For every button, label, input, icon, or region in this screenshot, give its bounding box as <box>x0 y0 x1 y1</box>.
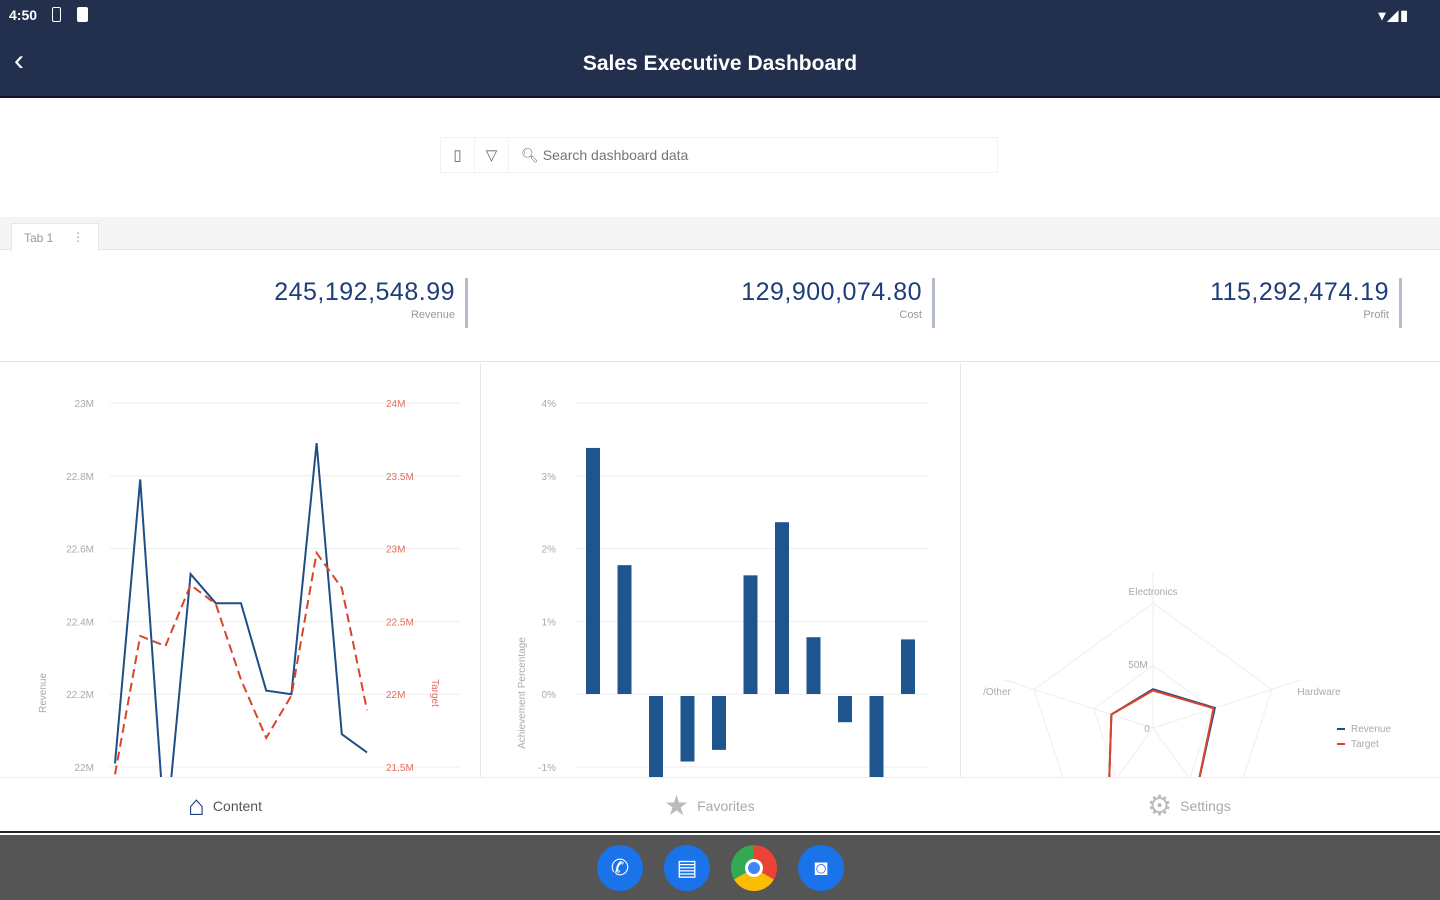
y-tick-label: 23M <box>75 399 94 410</box>
y2-axis-label: Target <box>429 679 440 707</box>
revenue-target-line-chart: 23M 24M 22.8M 23.5M 22.6M 23M 22.4M 22.5M 22.2M 2… <box>0 363 480 777</box>
y-tick-label: 22.6M <box>66 545 94 556</box>
category-label: /Other <box>983 687 1011 698</box>
messages-app-icon[interactable]: ▤ <box>664 845 710 891</box>
y2-tick-label: 21.5M <box>386 763 414 774</box>
bar <box>680 696 695 762</box>
back-button[interactable]: ‹ <box>14 44 24 77</box>
kpi-row: 245,192,548.99 Revenue 129,900,074.80 Cost… <box>0 250 1440 362</box>
series-revenue <box>114 442 368 777</box>
more-vert-icon[interactable]: ⋮ <box>72 230 84 244</box>
android-dock: ✆ ▤ ◙ <box>0 835 1440 900</box>
nav-label: Settings <box>1180 798 1231 814</box>
radar-axis <box>1152 679 1302 729</box>
wifi-signal-battery-icon: ▾◢▮ <box>1378 7 1410 23</box>
y2-tick-label: 22M <box>386 690 405 701</box>
kpi-label: Revenue <box>410 309 455 321</box>
kpi-value: 129,900,074.80 <box>741 278 922 306</box>
y-tick-label: 22.8M <box>66 472 94 483</box>
radar-axis <box>1004 679 1154 729</box>
achievement-bar-chart: 4% 3% 2% 1% 0% -1% Achievement Percentage <box>481 363 961 777</box>
legend-label: Target <box>1351 739 1379 750</box>
dashboard-toolbar: ▯ ▽ 🔍︎ <box>440 137 998 173</box>
filter-icon[interactable]: ▽ <box>475 138 509 172</box>
bar <box>586 447 600 694</box>
y2-tick-label: 24M <box>386 399 405 410</box>
bar <box>775 522 789 694</box>
legend-label: Revenue <box>1351 724 1391 735</box>
y2-tick-label: 23M <box>386 545 405 556</box>
tab-strip: Tab 1 ⋮ <box>0 217 1440 251</box>
status-time: 4:50 <box>9 7 38 23</box>
bar <box>712 696 726 750</box>
series-target <box>1108 689 1215 777</box>
r-tick-label: 50M <box>1128 660 1147 671</box>
search-icon: 🔍︎ <box>521 146 539 163</box>
nav-label: Content <box>212 798 262 814</box>
radar-axis <box>1152 727 1190 777</box>
kpi-revenue: 245,192,548.99 Revenue <box>274 278 468 328</box>
bar <box>869 696 884 777</box>
kpi-cost: 129,900,074.80 Cost <box>741 278 935 328</box>
bottom-nav: ⌂ Content ★ Favorites ⚙ Settings <box>0 777 1440 833</box>
status-bar: 4:50 ▾◢▮ <box>0 0 1440 30</box>
y-tick-label: 22.2M <box>66 690 94 701</box>
bar <box>617 565 632 694</box>
series-target <box>114 550 368 775</box>
bar <box>806 637 821 694</box>
camera-app-icon[interactable]: ◙ <box>798 845 844 891</box>
nav-label: Favorites <box>697 798 755 814</box>
y-axis-label: Achievement Percentage <box>517 637 528 749</box>
search-box: 🔍︎ <box>521 147 943 164</box>
bar <box>901 639 915 694</box>
nav-favorites[interactable]: ★ Favorites <box>664 792 755 820</box>
bar <box>743 575 758 694</box>
category-label: Electronics <box>1129 587 1178 598</box>
shield-icon <box>52 7 61 22</box>
kpi-label: Profit <box>1363 309 1389 321</box>
tab-1[interactable]: Tab 1 ⋮ <box>11 223 99 251</box>
category-label: Hardware <box>1297 687 1341 698</box>
kpi-label: Cost <box>899 309 922 321</box>
tab-label: Tab 1 <box>24 231 54 245</box>
radar-axis <box>1116 727 1154 777</box>
y-tick-label: 22.4M <box>66 617 94 628</box>
nav-content[interactable]: ⌂ Content <box>188 792 262 820</box>
star-icon: ★ <box>664 790 690 821</box>
search-input[interactable] <box>542 147 943 163</box>
page-title: Sales Executive Dashboard <box>582 52 858 75</box>
bar <box>838 696 852 723</box>
bar <box>649 696 663 777</box>
y-tick-label: 0% <box>542 690 557 701</box>
kpi-value: 115,292,474.19 <box>1210 278 1389 306</box>
divider <box>480 363 481 777</box>
bookmark-icon[interactable]: ▯ <box>441 138 475 172</box>
y-axis-label: Revenue <box>38 673 49 713</box>
y-tick-label: 22M <box>75 763 94 774</box>
divider <box>960 363 961 777</box>
y-tick-label: -1% <box>538 763 556 774</box>
y-tick-label: 4% <box>542 399 557 410</box>
kpi-profit: 115,292,474.19 Profit <box>1210 278 1402 328</box>
y2-tick-label: 23.5M <box>386 472 414 483</box>
nav-settings[interactable]: ⚙ Settings <box>1147 792 1231 820</box>
r-tick-label: 0 <box>1144 724 1150 735</box>
radar-grid <box>1092 664 1214 777</box>
y-tick-label: 2% <box>542 545 557 556</box>
gear-icon: ⚙ <box>1147 790 1173 821</box>
kpi-value: 245,192,548.99 <box>274 278 455 306</box>
y2-tick-label: 22.5M <box>386 617 414 628</box>
y-tick-label: 1% <box>542 617 557 628</box>
chrome-app-icon[interactable] <box>731 845 777 891</box>
home-icon: ⌂ <box>188 790 205 821</box>
sd-card-icon <box>77 7 88 22</box>
y-tick-label: 3% <box>542 472 557 483</box>
app-bar: ‹ Sales Executive Dashboard <box>0 30 1440 98</box>
category-radar-chart: Electronics Hardware/Other 0 50M Revenue Targ… <box>961 363 1440 777</box>
series-revenue <box>1108 688 1216 777</box>
radar-grid <box>1033 602 1273 777</box>
phone-app-icon[interactable]: ✆ <box>597 845 643 891</box>
